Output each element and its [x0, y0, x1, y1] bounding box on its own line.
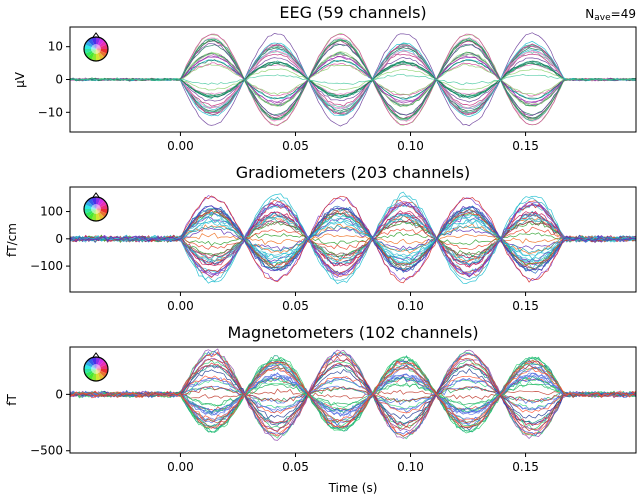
- eeg-channel-trace: [70, 73, 636, 86]
- mag-channel-trace: [70, 376, 636, 414]
- grad-y-tick-label: 100: [40, 205, 63, 219]
- mag-title: Magnetometers (102 channels): [227, 323, 478, 342]
- grad-x-tick-label: 0.10: [397, 299, 424, 313]
- eeg-ticks: 0.00 0.05 0.10 0.15 −10 0 10: [38, 40, 539, 153]
- eeg-y-tick-label: −10: [38, 105, 63, 119]
- grad-title: Gradiometers (203 channels): [236, 163, 470, 182]
- grad-channel-trace: [70, 224, 636, 254]
- grad-ticks: 0.00 0.05 0.10 0.15 −100 0 100: [30, 205, 539, 313]
- eeg-ylabel: µV: [13, 71, 27, 88]
- eeg-channel-trace: [70, 39, 636, 120]
- mag-x-tick-label: 0.05: [282, 460, 309, 474]
- mag-x-tick-label: 0.10: [397, 460, 424, 474]
- eeg-y-tick-label: 0: [55, 73, 63, 87]
- mag-y-tick-label: −500: [30, 444, 63, 458]
- mag-panel: Magnetometers (102 channels) fT 0.00 0.05…: [5, 323, 637, 474]
- mag-x-tick-label: 0.15: [512, 460, 539, 474]
- eeg-sensor-legend-icon: [83, 32, 109, 62]
- grad-channel-trace: [70, 195, 636, 282]
- grad-y-tick-label: 0: [55, 232, 63, 246]
- mag-ticks: 0.00 0.05 0.10 0.15 −500 0: [30, 387, 539, 474]
- grad-y-tick-label: −100: [30, 259, 63, 273]
- mag-x-tick-label: 0.00: [167, 460, 194, 474]
- mag-ylabel: fT: [5, 394, 19, 406]
- grad-channel-trace: [70, 203, 636, 275]
- grad-traces: [70, 191, 636, 285]
- mag-traces: [70, 348, 636, 441]
- eeg-channel-trace: [70, 40, 636, 118]
- mag-y-tick-label: 0: [55, 387, 63, 401]
- grad-sensor-legend-icon: [83, 192, 109, 222]
- eeg-y-tick-label: 10: [48, 40, 63, 54]
- mag-channel-trace: [70, 360, 636, 429]
- mag-sensor-legend-icon: [83, 352, 109, 382]
- grad-x-tick-label: 0.15: [512, 299, 539, 313]
- eeg-traces: [70, 32, 636, 127]
- nave-value: =49: [611, 7, 636, 21]
- eeg-x-tick-label: 0.15: [512, 139, 539, 153]
- grad-channel-trace: [70, 219, 636, 260]
- eeg-x-tick-label: 0.05: [282, 139, 309, 153]
- mag-channel-trace: [70, 356, 636, 433]
- grad-channel-trace: [70, 210, 636, 268]
- mag-axes-frame: [69, 346, 637, 454]
- grad-x-tick-label: 0.00: [167, 299, 194, 313]
- grad-x-tick-label: 0.05: [282, 299, 309, 313]
- grad-ylabel: fT/cm: [5, 223, 19, 257]
- eeg-x-tick-label: 0.00: [167, 139, 194, 153]
- grad-panel: Gradiometers (203 channels) fT/cm 0.00 0.…: [5, 163, 637, 313]
- mag-channel-trace: [70, 364, 636, 424]
- nave-subscript: ave: [594, 13, 611, 23]
- eeg-panel: EEG (59 channels) µV 0.00 0.05 0.10 0.15 −10…: [13, 3, 637, 153]
- x-axis-label: Time (s): [328, 481, 378, 495]
- nave-annotation: Nave=49: [585, 7, 636, 23]
- grad-channel-trace: [70, 210, 636, 267]
- nave-label: N: [585, 7, 594, 21]
- grad-channel-trace: [70, 205, 636, 273]
- mag-channel-trace: [70, 367, 636, 422]
- eeg-title: EEG (59 channels): [279, 3, 426, 22]
- mag-channel-trace: [70, 362, 636, 428]
- grad-axes-frame: [69, 186, 637, 293]
- grad-channel-trace: [70, 223, 636, 255]
- eeg-x-tick-label: 0.10: [397, 139, 424, 153]
